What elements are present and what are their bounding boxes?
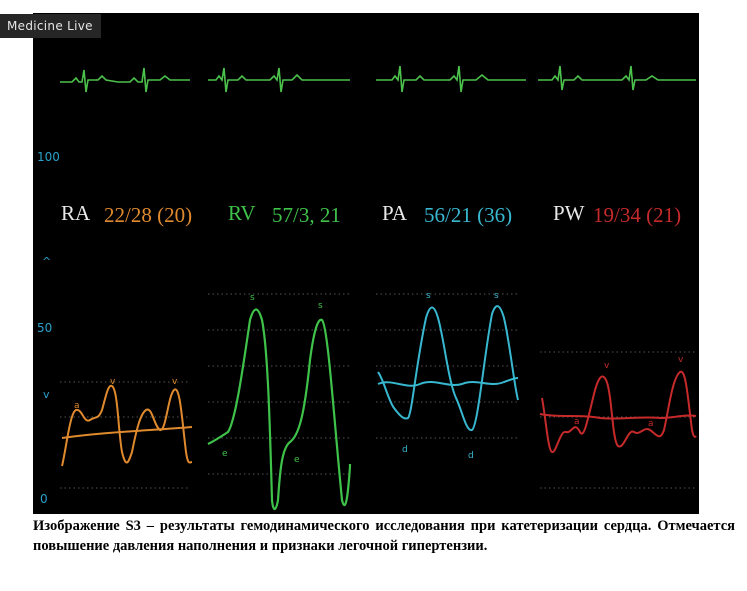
scale-label-50: 50: [37, 321, 53, 335]
ra-pressure-trace: [61, 384, 193, 467]
pa-d-wave-label-1: d: [402, 445, 408, 455]
pw-pressure-trace: [541, 370, 697, 454]
channel-rv-name: RV: [228, 201, 256, 225]
rv-e-wave-label-2: e: [294, 455, 300, 465]
rv-e-wave-label-1: e: [222, 449, 228, 459]
pa-pressure-trace: [377, 305, 519, 431]
channel-pa-name: PA: [382, 201, 407, 225]
ecg-trace-rv: [208, 67, 350, 93]
ra-v-wave-label-1: v: [110, 377, 116, 387]
rv-s-wave-label-2: s: [318, 301, 323, 311]
ecg-trace-ra: [60, 67, 190, 93]
rv-pressure-trace: [207, 308, 352, 511]
scale-down-arrow-icon: v: [43, 388, 50, 401]
channel-rv-value: 57/3, 21: [272, 203, 341, 227]
ra-mean-line: [61, 426, 193, 439]
pa-s-wave-label-2: s: [494, 291, 499, 301]
channel-pa-value: 56/21 (36): [424, 203, 513, 227]
pw-a-wave-label-2: a: [648, 419, 654, 429]
scale-up-arrow-icon: ^: [42, 255, 52, 268]
ecg-trace-pw: [538, 65, 696, 91]
watermark-label: Medicine Live: [0, 14, 101, 38]
ecg-trace-pa: [376, 65, 526, 93]
pw-v-wave-label-2: v: [678, 355, 684, 365]
channel-pw-value: 19/34 (21): [593, 203, 682, 227]
rv-s-wave-label-1: s: [250, 293, 255, 303]
channel-ra-value: 22/28 (20): [104, 203, 193, 227]
ra-v-wave-label-2: v: [172, 377, 178, 387]
ra-a-wave-label: a: [74, 401, 80, 411]
pw-v-wave-label-1: v: [604, 361, 610, 371]
pa-mean-line: [377, 377, 519, 387]
channel-pw-name: PW: [553, 201, 585, 225]
scale-label-100: 100: [37, 150, 60, 164]
pa-d-wave-label-2: d: [468, 451, 474, 461]
figure-caption: Изображение S3 – результаты гемодинамиче…: [33, 518, 735, 554]
channel-ra-name: RA: [61, 201, 91, 225]
pw-a-wave-label-1: a: [574, 417, 580, 427]
pa-s-wave-label-1: s: [426, 291, 431, 301]
pw-mean-line: [539, 413, 697, 420]
scale-label-0: 0: [40, 492, 48, 506]
